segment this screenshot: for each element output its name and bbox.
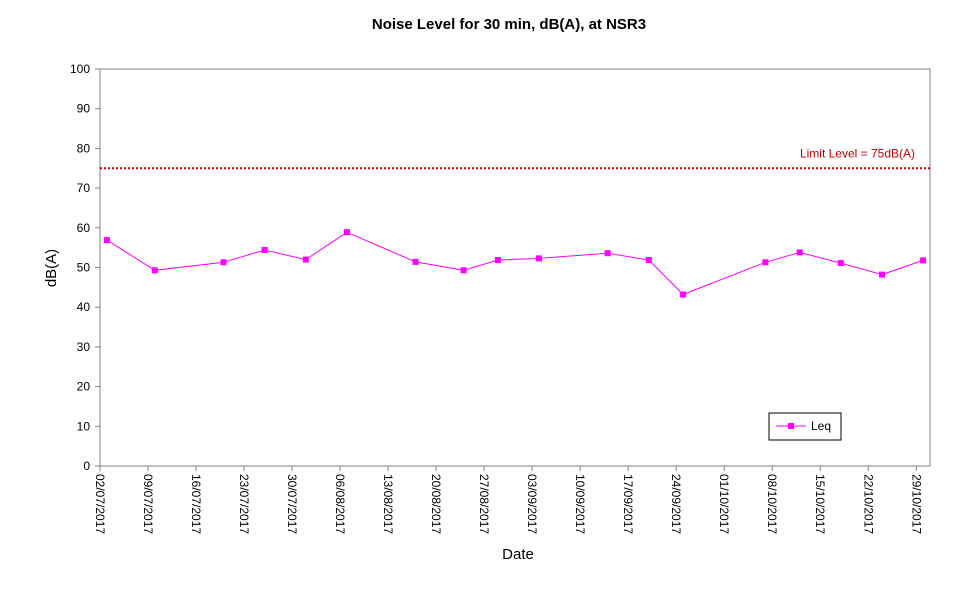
data-point-leq bbox=[837, 260, 844, 267]
x-tick-label: 23/07/2017 bbox=[237, 474, 251, 534]
y-tick-label: 40 bbox=[77, 300, 91, 314]
series-line-leq bbox=[106, 231, 924, 296]
y-tick-label: 10 bbox=[77, 419, 91, 433]
x-tick-label: 02/07/2017 bbox=[93, 474, 107, 534]
chart-title: Noise Level for 30 min, dB(A), at NSR3 bbox=[372, 16, 646, 33]
y-tick-label: 0 bbox=[83, 459, 90, 473]
x-tick-label: 08/10/2017 bbox=[765, 474, 779, 534]
data-point-leq bbox=[604, 250, 611, 257]
x-tick-label: 09/07/2017 bbox=[141, 474, 155, 534]
x-tick-label: 27/08/2017 bbox=[477, 474, 491, 534]
data-point-leq bbox=[261, 247, 268, 253]
x-axis: 02/07/2017 09/07/2017 16/07/2017 23/07/2017… bbox=[93, 466, 923, 534]
y-tick-label: 80 bbox=[77, 141, 91, 155]
y-tick-label: 50 bbox=[77, 261, 91, 275]
x-tick-label: 13/08/2017 bbox=[381, 474, 395, 534]
data-point-leq bbox=[762, 259, 769, 266]
x-tick-label: 20/08/2017 bbox=[429, 474, 443, 534]
x-tick-label: 06/08/2017 bbox=[333, 474, 347, 534]
legend-marker-square bbox=[788, 423, 794, 429]
data-point-leq bbox=[680, 291, 687, 298]
y-axis: 0 10 20 30 40 50 60 70 80 90 100 bbox=[70, 62, 100, 473]
y-tick-label: 30 bbox=[77, 340, 91, 354]
x-tick-label: 29/10/2017 bbox=[909, 474, 923, 534]
x-tick-label: 16/07/2017 bbox=[189, 474, 203, 534]
y-tick-label: 100 bbox=[70, 62, 90, 76]
x-tick-label: 30/07/2017 bbox=[285, 474, 299, 534]
data-point-leq bbox=[343, 229, 350, 236]
data-point-leq bbox=[412, 258, 419, 265]
data-point-leq bbox=[151, 267, 158, 274]
y-tick-label: 70 bbox=[77, 181, 91, 195]
y-tick-label: 90 bbox=[77, 102, 91, 116]
data-point-leq bbox=[879, 271, 885, 278]
data-point-leq bbox=[920, 257, 927, 264]
data-point-leq bbox=[220, 259, 227, 266]
x-tick-label: 22/10/2017 bbox=[861, 474, 875, 534]
y-tick-label: 60 bbox=[77, 221, 91, 235]
x-tick-label: 10/09/2017 bbox=[573, 474, 587, 534]
limit-line-group: Limit Level = 75dB(A) bbox=[100, 146, 930, 170]
data-point-leq bbox=[302, 256, 309, 263]
series-leq bbox=[103, 229, 927, 298]
legend: Leq bbox=[768, 412, 842, 441]
limit-line-label: Limit Level = 75dB(A) bbox=[800, 146, 915, 160]
x-tick-label: 15/10/2017 bbox=[813, 474, 827, 534]
x-axis-label: Date bbox=[502, 546, 534, 563]
data-point-leq bbox=[494, 257, 501, 263]
data-point-leq bbox=[796, 249, 803, 256]
data-point-leq bbox=[460, 267, 467, 274]
plot-area bbox=[99, 68, 931, 467]
x-tick-label: 01/10/2017 bbox=[717, 474, 731, 534]
x-tick-label: 24/09/2017 bbox=[669, 474, 683, 534]
x-tick-label: 17/09/2017 bbox=[621, 474, 635, 534]
y-axis-label: dB(A) bbox=[43, 249, 60, 287]
legend-entry-leq: Leq bbox=[811, 419, 831, 433]
data-point-leq bbox=[645, 257, 652, 263]
data-point-leq bbox=[536, 255, 542, 262]
y-tick-label: 20 bbox=[77, 380, 91, 394]
data-point-leq bbox=[103, 237, 110, 244]
x-tick-label: 03/09/2017 bbox=[525, 474, 539, 534]
